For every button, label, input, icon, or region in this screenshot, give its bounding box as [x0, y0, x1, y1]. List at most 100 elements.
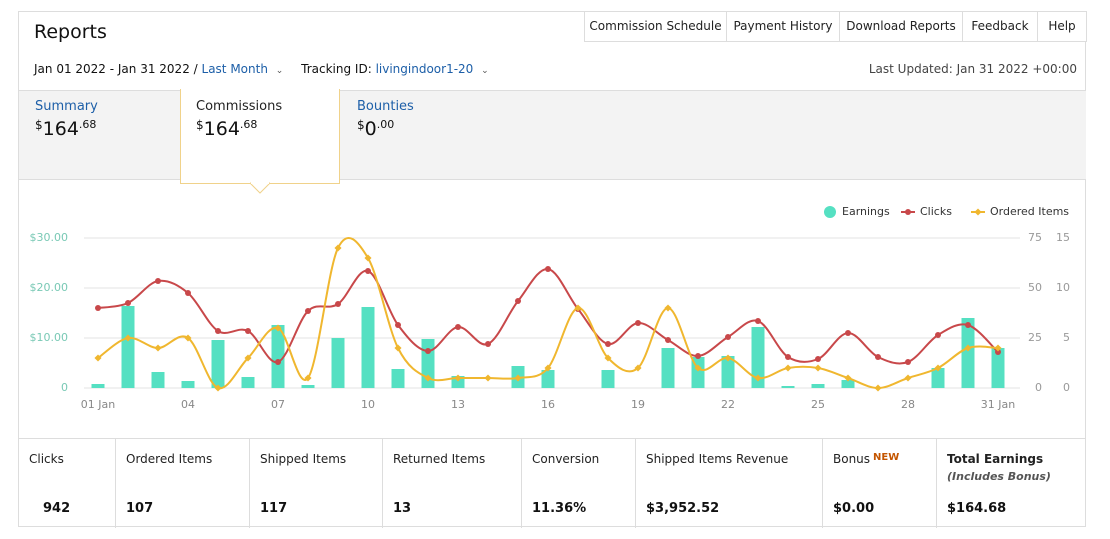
stat-value: 107 [126, 501, 154, 516]
bar [151, 372, 165, 388]
point [395, 322, 401, 328]
y-tick-label: 0 [61, 381, 68, 394]
tab[interactable]: Commissions $164.68 [196, 99, 282, 140]
x-tick-label: 31 Jan [981, 398, 1015, 411]
bar [541, 370, 555, 388]
tracking-select[interactable]: livingindoor1-20 [375, 62, 474, 76]
bar [751, 327, 765, 388]
point [725, 334, 731, 340]
stat-value: 117 [260, 501, 288, 516]
report-card [18, 11, 1086, 527]
point [964, 344, 972, 352]
point [215, 328, 221, 334]
stat-label: Shipped Items Revenue [646, 452, 789, 466]
point [634, 364, 642, 372]
y-tick-label: $20.00 [30, 281, 69, 294]
point [154, 344, 162, 352]
tab-label: Bounties [357, 99, 414, 114]
bar [811, 384, 825, 388]
bar [601, 370, 615, 388]
nav-button[interactable]: Help [1037, 11, 1087, 42]
page-title: Reports [34, 21, 107, 43]
point [904, 374, 912, 382]
bar [961, 318, 975, 388]
x-tick-label: 25 [811, 398, 825, 411]
caret: ⌄ [481, 66, 489, 76]
tab-label: Commissions [196, 99, 283, 114]
stat-value: $3,952.52 [646, 501, 720, 516]
point [515, 298, 521, 304]
point [484, 374, 492, 382]
point [605, 341, 611, 347]
stat: Clicks 942 [19, 439, 116, 528]
legend-swatch [824, 206, 836, 218]
stat-label: Ordered Items [126, 452, 213, 466]
point [485, 341, 491, 347]
point [125, 300, 131, 306]
nav-button[interactable]: Feedback [962, 11, 1038, 42]
point [305, 308, 311, 314]
point [95, 305, 101, 311]
point [155, 278, 161, 284]
currency: $ [357, 118, 365, 132]
tab-notch [250, 182, 270, 194]
bar [181, 381, 195, 388]
x-tick-label: 16 [541, 398, 555, 411]
point [724, 354, 732, 362]
point [965, 322, 971, 328]
nav-button[interactable]: Payment History [726, 11, 840, 42]
point [394, 344, 402, 352]
x-tick-label: 04 [181, 398, 195, 411]
currency: $ [196, 118, 204, 132]
bar [661, 348, 675, 388]
point [214, 384, 222, 392]
bar [991, 348, 1005, 388]
point [755, 318, 761, 324]
x-tick-label: 22 [721, 398, 735, 411]
nav-button[interactable]: Download Reports [839, 11, 963, 42]
point [245, 328, 251, 334]
period-select[interactable]: Last Month [201, 62, 268, 76]
point [454, 374, 462, 382]
point [185, 290, 191, 296]
nav-button[interactable]: Commission Schedule [584, 11, 727, 42]
stat-label: Bonus NEW [833, 452, 899, 466]
tab[interactable]: Bounties $0.00 [357, 99, 414, 140]
y2-tick-label: 50 [1028, 281, 1042, 294]
fraction: .00 [376, 118, 395, 131]
point [604, 354, 612, 362]
chart: 0 $10.00 $20.00 $30.00 0 25 50 75 0 5 10 15 01 Jan 04… [30, 205, 1071, 411]
point [304, 374, 312, 382]
x-tick-label: 01 Jan [81, 398, 115, 411]
point [364, 254, 372, 262]
stat: Ordered Items 107 [116, 439, 250, 528]
stat-value: 13 [393, 501, 412, 516]
point [545, 266, 551, 272]
whole: 164 [203, 118, 240, 140]
bar [391, 369, 405, 388]
point [785, 354, 791, 360]
stat-value: 942 [43, 501, 71, 516]
legend-label: Earnings [842, 205, 890, 218]
point [994, 344, 1002, 352]
active-tab [180, 89, 340, 184]
point [905, 359, 911, 365]
line [97, 237, 999, 390]
stat: Shipped Items 117 [250, 439, 383, 528]
point [844, 374, 852, 382]
bar [271, 325, 285, 388]
point [574, 304, 582, 312]
point [935, 332, 941, 338]
bar [91, 384, 105, 388]
new-badge: NEW [873, 452, 900, 463]
point [754, 374, 762, 382]
point [365, 268, 371, 274]
stat-value: $0.00 [833, 501, 875, 516]
stat-label: Clicks [29, 452, 64, 466]
stat: Returned Items 13 [383, 439, 522, 528]
bar [241, 377, 255, 388]
tab[interactable]: Summary $164.68 [35, 99, 98, 140]
point [845, 330, 851, 336]
legend-label: Ordered Items [990, 205, 1069, 218]
stat-label: Conversion [532, 452, 600, 466]
